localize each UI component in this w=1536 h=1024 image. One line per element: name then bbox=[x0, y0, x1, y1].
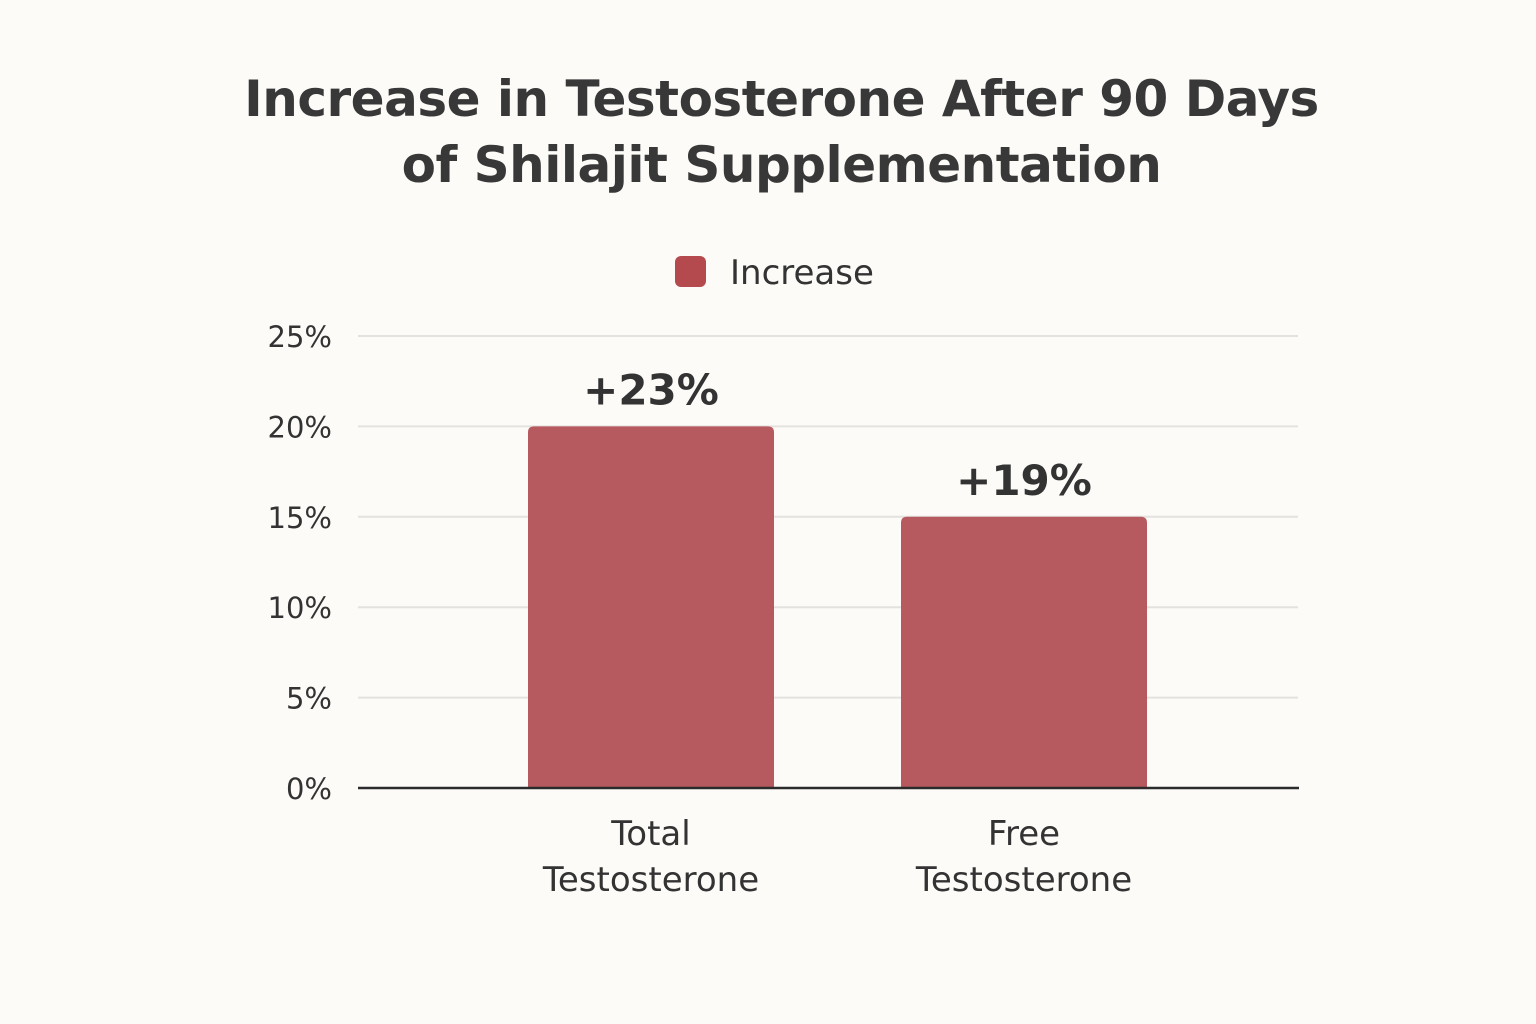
bars bbox=[528, 426, 1147, 788]
legend-label: Increase bbox=[730, 253, 874, 293]
chart-title-line-2: of Shilajit Supplementation bbox=[401, 136, 1162, 194]
y-axis-tick-labels: 0% 5% 10% 15% 20% 25% bbox=[268, 320, 332, 806]
x-axis-category-labels: Total Testosterone Free Testosterone bbox=[542, 814, 1132, 900]
grid-lines bbox=[358, 335, 1298, 699]
chart-title: Increase in Testosterone After 90 Days o… bbox=[0, 66, 1536, 198]
chart-legend: Increase bbox=[675, 253, 874, 293]
y-tick-label: 25% bbox=[268, 320, 332, 354]
bar bbox=[528, 426, 774, 788]
x-category-label: Free bbox=[988, 814, 1060, 854]
bar bbox=[901, 516, 1147, 788]
y-tick-label: 0% bbox=[286, 772, 332, 806]
x-category-label: Testosterone bbox=[542, 860, 759, 900]
y-tick-label: 20% bbox=[268, 410, 332, 444]
data-label: +19% bbox=[956, 456, 1092, 505]
x-category-label: Total bbox=[610, 814, 690, 854]
chart-title-line-1: Increase in Testosterone After 90 Days bbox=[244, 70, 1319, 128]
y-tick-label: 5% bbox=[286, 682, 332, 716]
data-label: +23% bbox=[583, 365, 719, 414]
legend-swatch bbox=[675, 256, 706, 287]
x-category-label: Testosterone bbox=[915, 860, 1132, 900]
data-labels: +23% +19% bbox=[583, 365, 1092, 504]
y-tick-label: 10% bbox=[268, 591, 332, 625]
y-tick-label: 15% bbox=[268, 501, 332, 535]
